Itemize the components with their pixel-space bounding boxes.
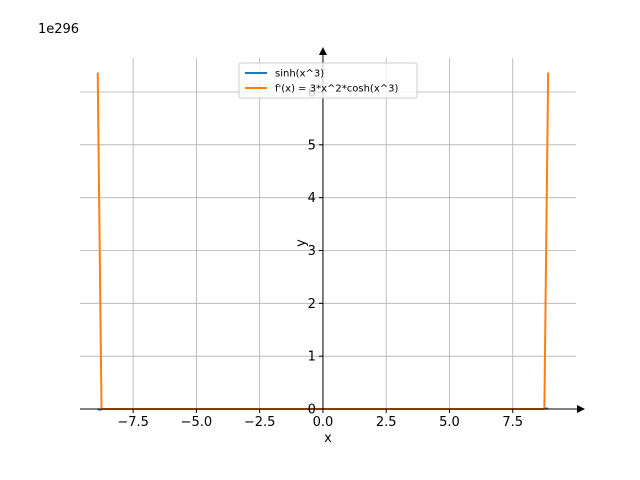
- axes: [80, 47, 585, 413]
- y-tick-label: 1: [308, 350, 316, 365]
- x-tick-label: 7.5: [502, 415, 523, 430]
- x-tick-label: 0.0: [313, 415, 334, 430]
- y-tick-label: 2: [308, 297, 316, 312]
- tick-labels: −7.5−5.0−2.50.02.55.07.50123456: [117, 86, 523, 431]
- y-tick-label: 0: [308, 403, 316, 418]
- x-axis-label: x: [324, 431, 332, 446]
- y-axis-arrow: [318, 47, 327, 55]
- legend: sinh(x^3) f'(x) = 3*x^2*cosh(x^3): [238, 62, 418, 99]
- x-tick-label: −2.5: [244, 415, 276, 430]
- legend-label-derivative: f'(x) = 3*x^2*cosh(x^3): [275, 84, 398, 95]
- grid: [80, 58, 576, 409]
- x-tick-label: 5.0: [439, 415, 460, 430]
- y-tick-label: 4: [308, 191, 316, 206]
- legend-box: [238, 62, 418, 99]
- y-tick-label: 5: [308, 138, 316, 153]
- y-axis-label: y: [294, 239, 309, 247]
- legend-label-sinh: sinh(x^3): [275, 69, 324, 80]
- y-offset-text: 1e296: [38, 22, 79, 37]
- x-tick-label: −5.0: [181, 415, 213, 430]
- y-tick-label: 3: [308, 244, 316, 259]
- x-axis-arrow: [577, 405, 585, 413]
- x-tick-label: 2.5: [376, 415, 397, 430]
- x-tick-label: −7.5: [117, 415, 149, 430]
